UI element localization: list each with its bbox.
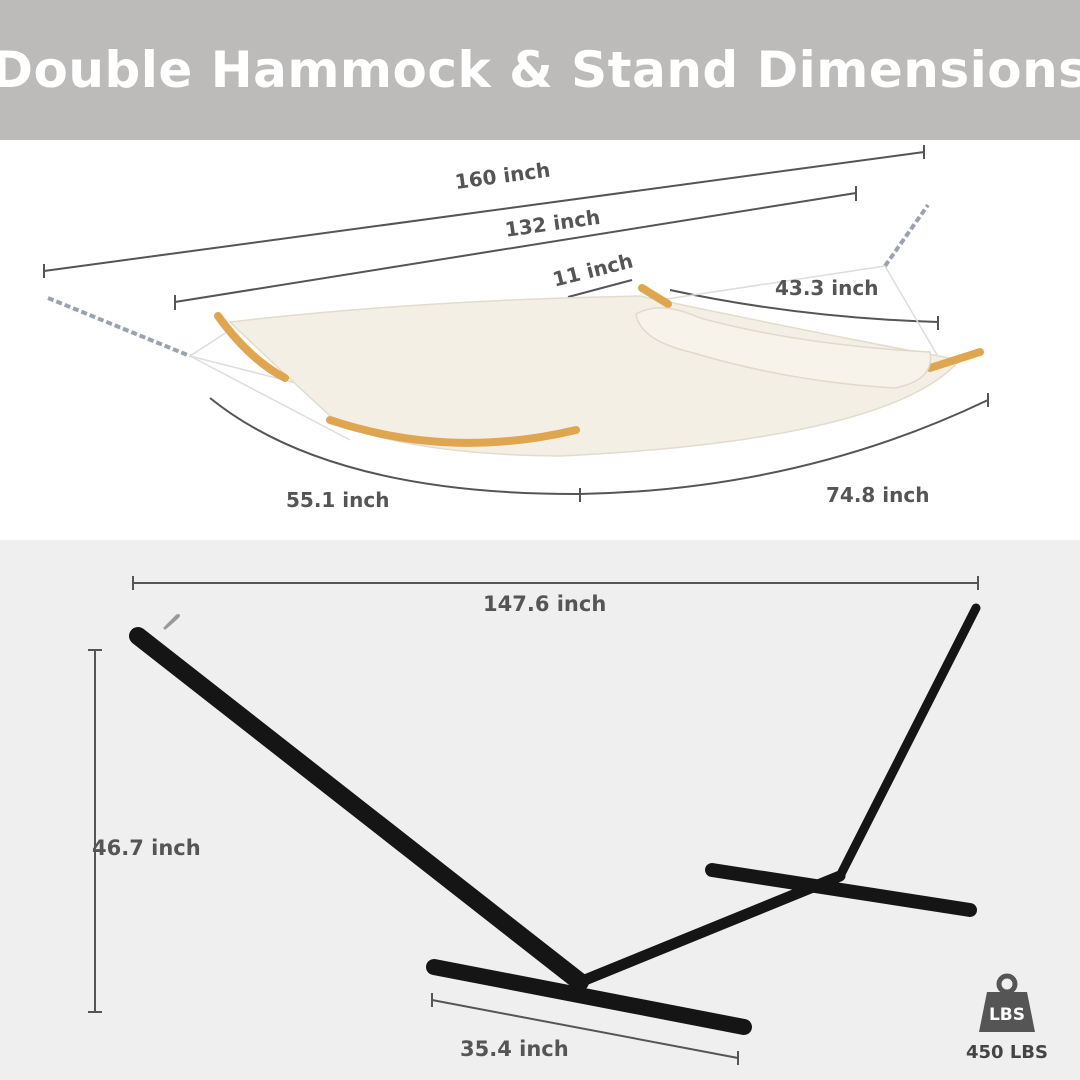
hammock-stand xyxy=(129,603,981,1035)
dimension-label-spreader-left: 55.1 inch xyxy=(286,488,390,512)
dimension-label-stand-height: 46.7 inch xyxy=(92,836,201,860)
dimension-label-stand-length: 147.6 inch xyxy=(483,592,607,616)
front-spreader-bar xyxy=(326,416,580,447)
dimension-label-spreader-right: 74.8 inch xyxy=(826,483,930,507)
dimension-label-base-width: 35.4 inch xyxy=(460,1037,569,1061)
page-title: Double Hammock & Stand Dimensions xyxy=(0,41,1080,99)
hammock-drawing xyxy=(47,203,984,457)
left-chain xyxy=(47,296,191,358)
weight-capacity: LBS 450 LBS xyxy=(952,972,1062,1063)
pillow xyxy=(635,307,932,389)
stand-dimension-lines xyxy=(88,576,979,1065)
header-banner: Double Hammock & Stand Dimensions xyxy=(0,0,1080,140)
dimension-label-pillow-length: 43.3 inch xyxy=(775,276,879,300)
hammock-dimension-lines xyxy=(43,145,989,502)
right-chain xyxy=(883,203,930,268)
weight-capacity-value: 450 LBS xyxy=(966,1042,1048,1063)
left-spreader-bar xyxy=(214,312,289,382)
weight-icon-label: LBS xyxy=(989,1005,1025,1025)
weight-icon: LBS xyxy=(979,973,1035,1032)
